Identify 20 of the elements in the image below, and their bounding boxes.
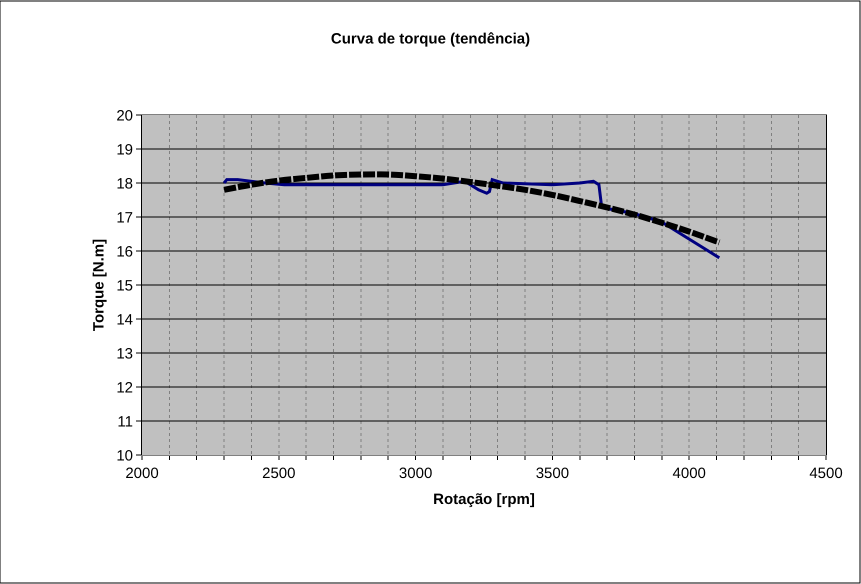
x-tick-label: 4500 [809, 465, 843, 482]
y-tick-label: 16 [116, 243, 133, 260]
x-tick-label: 2000 [125, 465, 159, 482]
x-tick-label: 3000 [398, 465, 432, 482]
x-tick-label: 4000 [672, 465, 706, 482]
y-tick-label: 18 [116, 175, 133, 192]
y-tick-label: 15 [116, 277, 133, 294]
y-axis-title: Torque [N.m] [90, 238, 108, 332]
y-tick-label: 12 [116, 379, 133, 396]
y-tick-label: 11 [117, 413, 133, 430]
x-tick-label: 2500 [262, 465, 296, 482]
y-tick-label: 13 [116, 345, 133, 362]
y-tick-label: 10 [116, 447, 133, 464]
y-tick-label: 19 [116, 141, 133, 158]
y-tick-label: 20 [116, 107, 133, 124]
chart-title: Curva de torque (tendência) [330, 30, 530, 48]
y-tick-label: 17 [116, 209, 133, 226]
x-axis-title: Rotação [rpm] [433, 491, 535, 508]
y-tick-label: 14 [116, 311, 133, 328]
x-tick-label: 3500 [536, 465, 570, 482]
